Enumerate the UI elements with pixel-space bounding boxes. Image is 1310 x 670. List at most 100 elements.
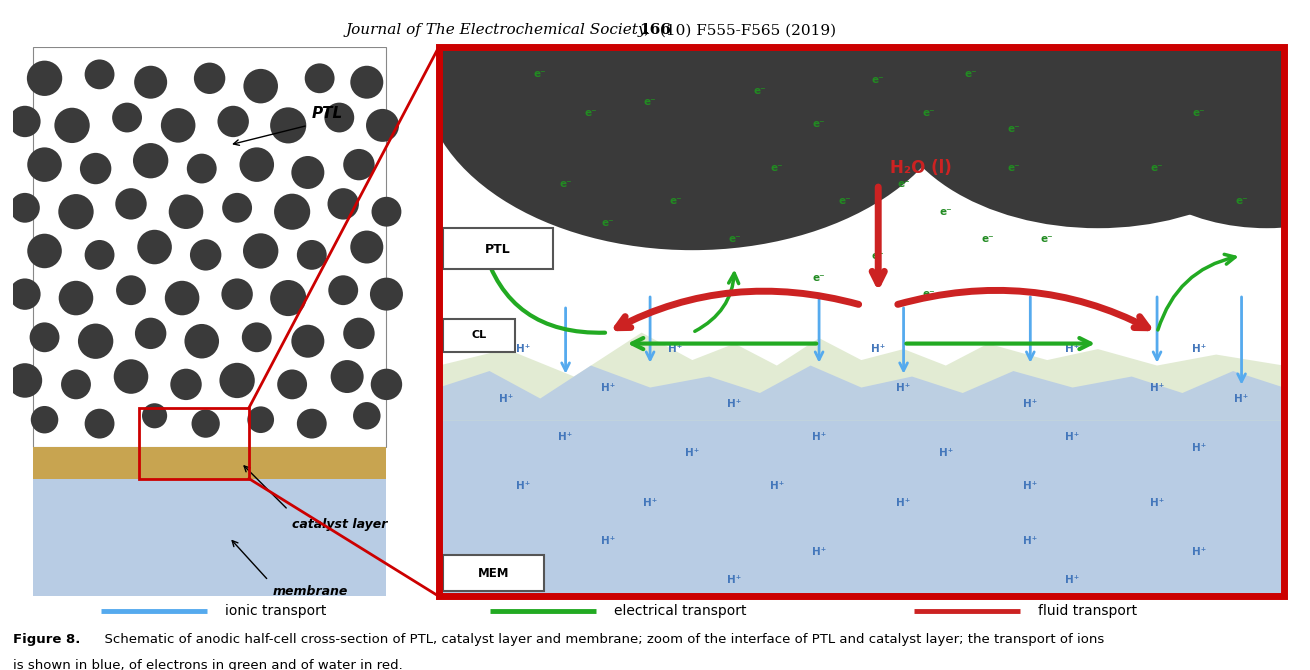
Circle shape	[343, 149, 375, 180]
Text: H⁺: H⁺	[871, 344, 886, 354]
Bar	[33, 447, 386, 478]
Text: e⁻: e⁻	[965, 70, 977, 79]
Circle shape	[9, 106, 41, 137]
Text: H⁺: H⁺	[685, 448, 700, 458]
Text: e⁻: e⁻	[517, 251, 529, 261]
Text: H⁺: H⁺	[1065, 432, 1079, 442]
Circle shape	[312, 0, 566, 140]
Text: H⁺: H⁺	[601, 383, 614, 393]
Text: e⁻: e⁻	[1193, 108, 1205, 118]
FancyBboxPatch shape	[443, 555, 545, 591]
Circle shape	[1115, 30, 1310, 228]
Circle shape	[369, 277, 403, 311]
Text: H⁺: H⁺	[1192, 547, 1207, 557]
Text: e⁻: e⁻	[643, 97, 656, 107]
Circle shape	[221, 279, 253, 310]
Text: e⁻: e⁻	[922, 289, 935, 299]
Text: e⁻: e⁻	[601, 218, 614, 228]
Circle shape	[28, 147, 62, 182]
Circle shape	[190, 239, 221, 271]
Text: e⁻: e⁻	[812, 273, 825, 283]
Text: Journal of The Electrochemical Society,: Journal of The Electrochemical Society,	[346, 23, 655, 38]
Circle shape	[115, 188, 147, 220]
Text: Figure 8.: Figure 8.	[13, 633, 80, 646]
Circle shape	[305, 64, 334, 93]
Text: H⁺: H⁺	[727, 399, 741, 409]
Text: e⁻: e⁻	[1007, 125, 1019, 134]
Text: H⁺: H⁺	[812, 432, 827, 442]
Circle shape	[297, 240, 326, 270]
Circle shape	[80, 153, 111, 184]
Text: H⁺: H⁺	[939, 448, 952, 458]
Text: H⁺: H⁺	[1023, 537, 1038, 546]
Text: e⁻: e⁻	[981, 234, 994, 244]
Circle shape	[371, 369, 402, 400]
Circle shape	[223, 193, 252, 222]
Text: (10) F555-F565 (2019): (10) F555-F565 (2019)	[655, 23, 836, 38]
Text: H⁺: H⁺	[643, 498, 658, 508]
Circle shape	[85, 240, 114, 270]
Text: membrane: membrane	[272, 584, 348, 598]
Text: e⁻: e⁻	[812, 119, 825, 129]
Text: PTL: PTL	[312, 107, 343, 121]
Circle shape	[240, 147, 274, 182]
Circle shape	[270, 280, 307, 316]
FancyBboxPatch shape	[443, 228, 553, 269]
Circle shape	[350, 230, 384, 263]
Text: e⁻: e⁻	[1041, 234, 1053, 244]
Text: e⁻: e⁻	[838, 196, 850, 206]
Circle shape	[28, 61, 63, 96]
Circle shape	[185, 324, 219, 358]
Text: H⁺: H⁺	[727, 575, 741, 585]
Text: e⁻: e⁻	[584, 108, 597, 118]
Text: H⁺: H⁺	[812, 547, 827, 557]
Circle shape	[8, 363, 42, 398]
Text: catalyst layer: catalyst layer	[292, 518, 388, 531]
Circle shape	[887, 0, 1309, 228]
Circle shape	[191, 409, 220, 438]
Circle shape	[242, 322, 271, 352]
Text: is shown in blue, of electrons in green and of water in red.: is shown in blue, of electrons in green …	[13, 659, 403, 670]
Circle shape	[9, 279, 41, 310]
Text: H⁺: H⁺	[1234, 393, 1248, 403]
Circle shape	[28, 234, 62, 268]
Text: ionic transport: ionic transport	[225, 604, 326, 618]
Text: H⁺: H⁺	[1150, 498, 1165, 508]
Text: e⁻: e⁻	[559, 180, 572, 189]
Circle shape	[170, 369, 202, 400]
Circle shape	[291, 325, 325, 358]
Circle shape	[354, 402, 381, 429]
Circle shape	[54, 108, 89, 143]
Text: e⁻: e⁻	[728, 234, 741, 244]
Bar	[439, 421, 1284, 596]
Circle shape	[343, 318, 375, 349]
Text: CL: CL	[472, 330, 486, 340]
Circle shape	[328, 188, 359, 220]
Polygon shape	[439, 332, 1284, 421]
Text: H⁺: H⁺	[1023, 482, 1038, 491]
Text: e⁻: e⁻	[872, 251, 884, 261]
Text: H⁺: H⁺	[558, 432, 572, 442]
Text: H⁺: H⁺	[1192, 443, 1207, 453]
Circle shape	[270, 107, 307, 143]
Text: H⁺: H⁺	[1023, 399, 1038, 409]
Circle shape	[58, 194, 94, 229]
Circle shape	[30, 322, 59, 352]
Circle shape	[85, 60, 114, 89]
Circle shape	[134, 66, 168, 98]
Circle shape	[244, 69, 278, 103]
Text: H⁺: H⁺	[1192, 344, 1207, 354]
Circle shape	[248, 407, 274, 433]
Circle shape	[217, 106, 249, 137]
Text: Schematic of anodic half-cell cross-section of PTL, catalyst layer and membrane;: Schematic of anodic half-cell cross-sect…	[96, 633, 1104, 646]
Text: e⁻: e⁻	[939, 207, 952, 216]
Circle shape	[134, 143, 168, 178]
Circle shape	[220, 363, 254, 398]
Circle shape	[135, 318, 166, 349]
Circle shape	[274, 194, 310, 230]
Circle shape	[297, 409, 326, 439]
Circle shape	[194, 62, 225, 94]
Text: e⁻: e⁻	[770, 163, 783, 173]
Text: e⁻: e⁻	[753, 86, 766, 96]
Text: H⁺: H⁺	[1065, 575, 1079, 585]
